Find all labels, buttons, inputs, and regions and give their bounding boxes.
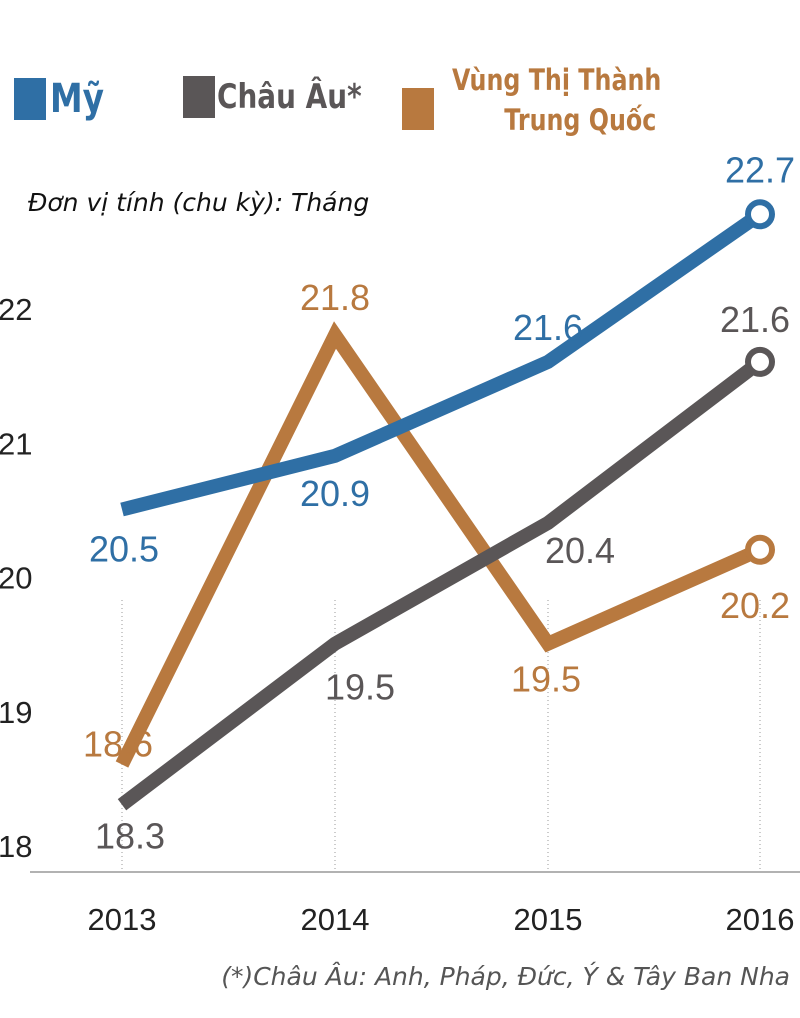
legend-swatch-trung-quoc (402, 88, 434, 130)
legend-item-trung-quoc: Vùng Thị Thành Trung Quốc (402, 60, 707, 140)
end-point-marker (745, 346, 775, 377)
data-label: 21.6 (720, 299, 790, 340)
data-label: 19.5 (325, 667, 395, 708)
x-tick-label: 2015 (514, 902, 583, 937)
legend-label-trung-quoc-line2: Trung Quốc (504, 103, 657, 137)
data-label: 18.6 (83, 723, 153, 764)
x-tick-label: 2014 (301, 902, 370, 937)
y-tick-label: 20 (0, 561, 32, 596)
data-label: 21.8 (300, 277, 370, 318)
data-label: 20.2 (720, 585, 790, 626)
legend-swatch-chau-au (183, 76, 215, 118)
legend-label-trung-quoc-line1: Vùng Thị Thành (452, 63, 662, 97)
data-label: 20.5 (89, 529, 159, 570)
data-label: 18.3 (95, 816, 165, 857)
data-label: 20.4 (545, 530, 615, 571)
legend-label-my: Mỹ (50, 76, 105, 122)
data-label: 19.5 (511, 659, 581, 700)
x-tick-label: 2016 (726, 902, 795, 937)
y-tick-label: 19 (0, 695, 32, 730)
y-tick-label: 18 (0, 829, 32, 864)
data-label: 20.9 (300, 473, 370, 514)
end-point-marker (745, 199, 775, 230)
data-label: 21.6 (513, 307, 583, 348)
y-axis-label: Đơn vị tính (chu kỳ): Tháng (28, 188, 370, 217)
legend-label-chau-au: Châu Âu* (217, 77, 362, 117)
legend-swatch-my (14, 78, 46, 120)
end-point-marker (745, 534, 775, 565)
series-line (115, 321, 763, 768)
y-tick-label: 22 (0, 292, 32, 327)
legend-item-my: Mỹ (14, 76, 116, 122)
footnote: (*)Châu Âu: Anh, Pháp, Đức, Ý & Tây Ban … (221, 962, 790, 991)
series-line (117, 356, 765, 811)
x-tick-label: 2013 (88, 902, 157, 937)
series-line (120, 208, 765, 517)
legend-item-chau-au: Châu Âu* (183, 76, 393, 118)
y-tick-label: 21 (0, 426, 32, 461)
data-label: 22.7 (725, 149, 795, 190)
